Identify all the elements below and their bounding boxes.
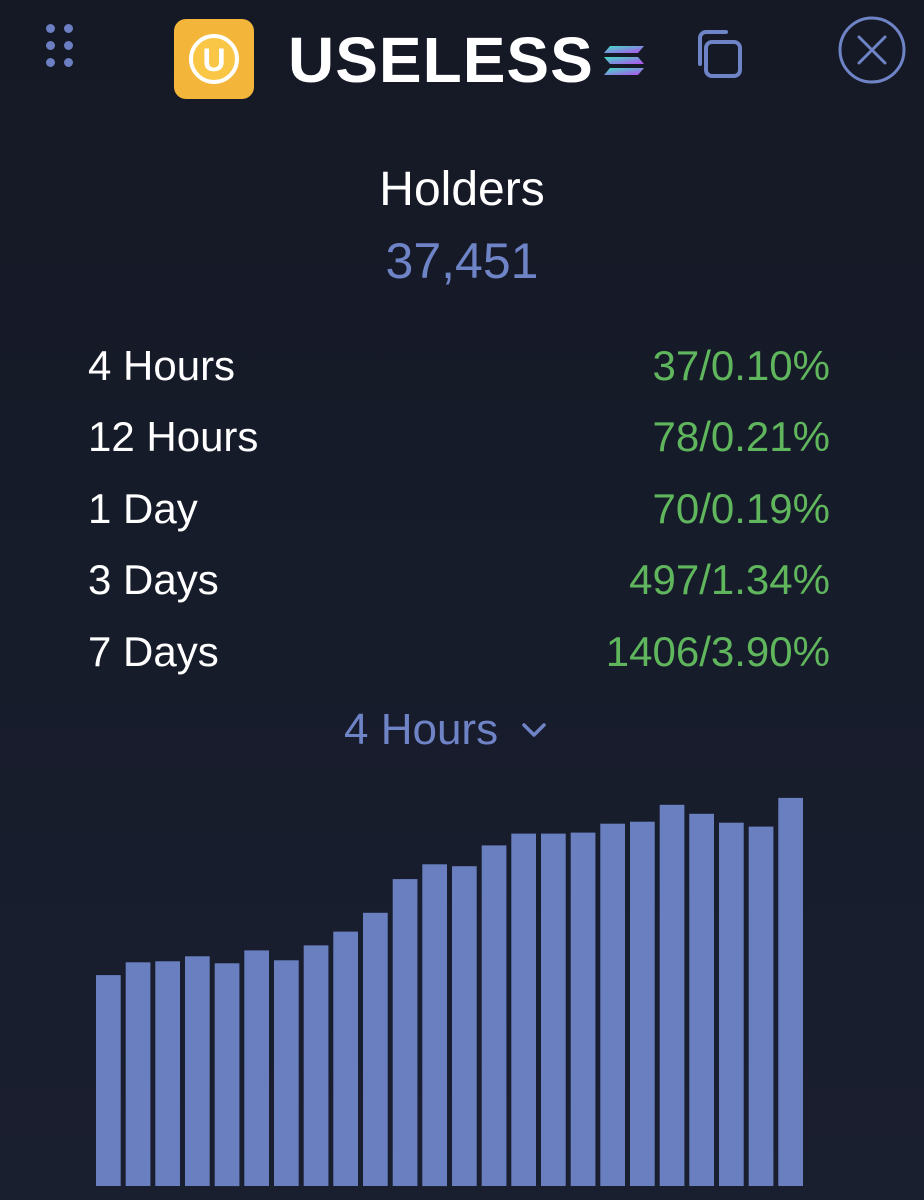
stat-label: 4 Hours	[88, 341, 236, 389]
chart-bar	[452, 866, 477, 1186]
chart-bar	[214, 963, 240, 1187]
chart-bar	[363, 912, 388, 1186]
holders-bar-chart	[96, 797, 803, 1187]
chart-bar	[600, 823, 625, 1186]
chart-bar	[422, 864, 447, 1187]
chart-bar	[778, 797, 803, 1186]
chart-bar	[244, 950, 269, 1186]
stat-row-12-hours: 12 Hours 78/0.21%	[88, 402, 830, 474]
holders-count: 37,451	[385, 233, 539, 289]
stat-value: 497/1.34%	[629, 556, 830, 604]
stat-label: 1 Day	[88, 484, 198, 532]
chart-bar	[392, 879, 418, 1186]
copy-icon[interactable]	[688, 26, 746, 84]
chart-bar	[748, 826, 774, 1186]
chart-bar	[96, 975, 121, 1186]
chart-bar	[481, 845, 507, 1186]
stat-label: 12 Hours	[88, 413, 259, 461]
token-logo-icon: U	[189, 34, 239, 84]
chart-bar	[303, 945, 329, 1186]
timeframe-dropdown[interactable]: 4 Hours	[344, 700, 548, 760]
chart-bar	[541, 833, 566, 1186]
close-icon[interactable]	[836, 14, 908, 86]
stat-value: 70/0.19%	[652, 484, 830, 532]
chart-bar	[185, 956, 210, 1186]
chart-bar	[333, 931, 358, 1186]
timeframe-dropdown-label: 4 Hours	[344, 705, 499, 754]
stat-row-1-day: 1 Day 70/0.19%	[88, 473, 830, 545]
chart-bar	[155, 961, 180, 1186]
holders-label: Holders	[379, 163, 545, 216]
stat-row-7-days: 7 Days 1406/3.90%	[88, 616, 830, 688]
solana-icon	[604, 46, 644, 75]
chevron-down-icon	[522, 723, 546, 737]
chart-bar	[689, 813, 714, 1186]
chart-bar	[659, 804, 685, 1186]
header: U USELESS	[0, 0, 924, 110]
stat-value: 78/0.21%	[652, 413, 830, 461]
chart-bar	[511, 833, 536, 1186]
stat-value: 37/0.10%	[652, 341, 830, 389]
stat-value: 1406/3.90%	[605, 627, 830, 675]
stat-label: 7 Days	[88, 627, 219, 675]
chart-bar	[719, 822, 744, 1186]
token-name: USELESS	[288, 24, 594, 96]
stat-row-4-hours: 4 Hours 37/0.10%	[88, 330, 830, 402]
token-logo: U	[174, 19, 254, 99]
chart-bar	[570, 832, 596, 1186]
stat-row-3-days: 3 Days 497/1.34%	[88, 545, 830, 617]
chart-bar	[630, 821, 655, 1186]
holder-change-list: 4 Hours 37/0.10% 12 Hours 78/0.21% 1 Day…	[88, 330, 830, 688]
chart-bar	[274, 960, 299, 1186]
stat-label: 3 Days	[88, 556, 219, 604]
chart-bar	[125, 962, 151, 1186]
grip-dots-icon[interactable]	[44, 22, 78, 76]
token-logo-letter: U	[202, 42, 225, 78]
